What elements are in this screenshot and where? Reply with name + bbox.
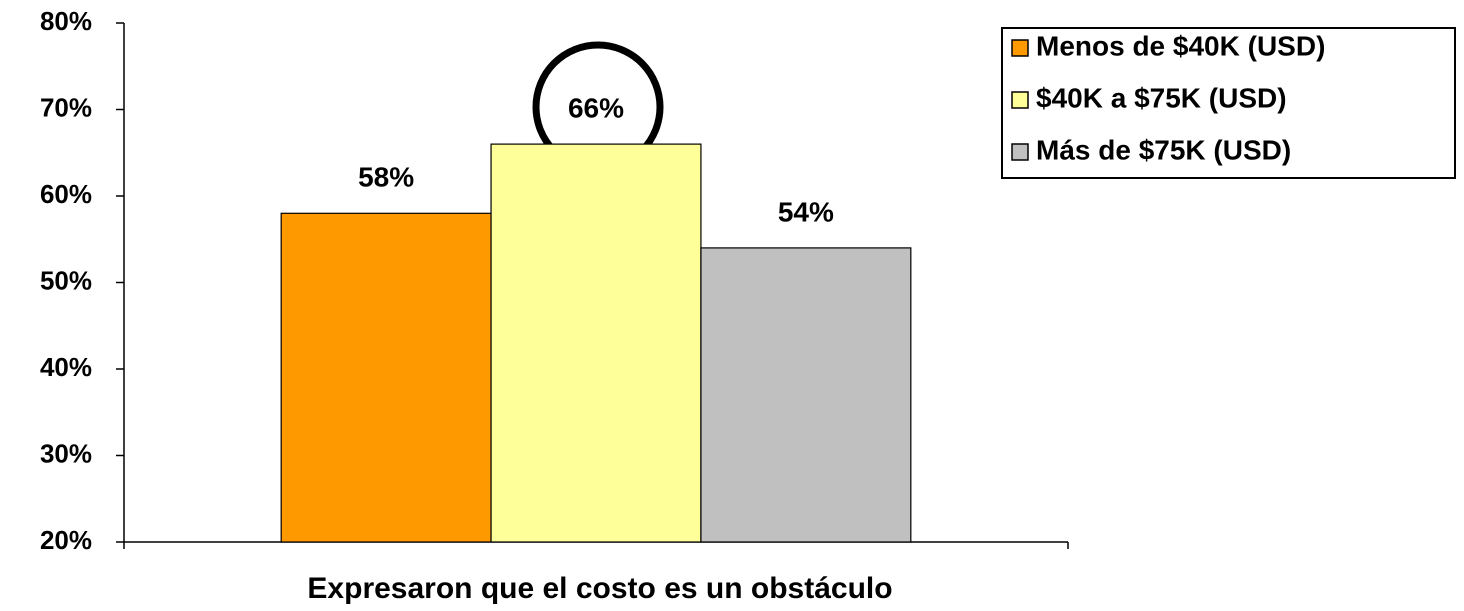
bar	[490, 143, 702, 543]
legend-swatch	[1011, 91, 1029, 109]
y-tick-label: 50%	[40, 265, 92, 295]
bar	[280, 212, 492, 543]
y-tick-label: 70%	[40, 92, 92, 122]
y-tick-label: 60%	[40, 179, 92, 209]
value-label: 66%	[568, 92, 624, 123]
value-label: 58%	[358, 162, 414, 193]
y-tick-label: 80%	[40, 6, 92, 36]
legend-label: Menos de $40K (USD)	[1036, 30, 1325, 61]
legend-swatch	[1011, 39, 1029, 57]
y-tick-label: 30%	[40, 438, 92, 468]
y-tick-label: 20%	[40, 525, 92, 555]
x-tick-label: Expresaron que el costo es un obstáculo	[307, 572, 892, 605]
y-tick-label: 40%	[40, 352, 92, 382]
legend-box	[1001, 27, 1456, 179]
legend-label: $40K a $75K (USD)	[1036, 82, 1287, 113]
bar	[700, 247, 912, 543]
legend-label: Más de $75K (USD)	[1036, 134, 1291, 165]
legend-swatch	[1011, 143, 1029, 161]
value-label: 54%	[778, 196, 834, 227]
